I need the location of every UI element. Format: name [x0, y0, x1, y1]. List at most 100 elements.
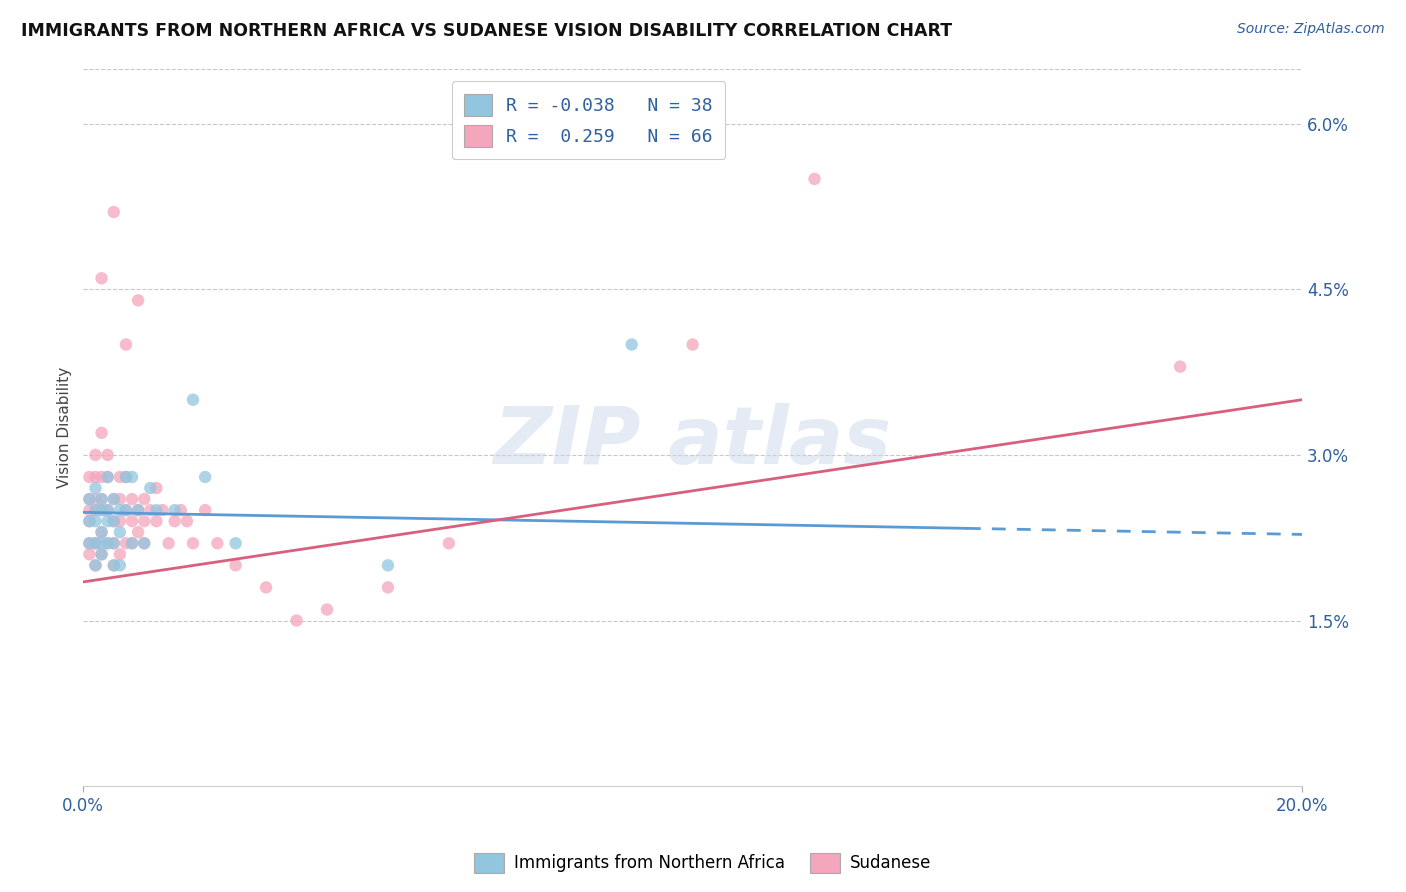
Point — [1168, 359, 1191, 374]
Point — [84, 492, 107, 507]
Text: IMMIGRANTS FROM NORTHERN AFRICA VS SUDANESE VISION DISABILITY CORRELATION CHART: IMMIGRANTS FROM NORTHERN AFRICA VS SUDAN… — [21, 22, 952, 40]
Point — [103, 558, 125, 573]
Point — [84, 514, 107, 528]
Point — [134, 492, 156, 507]
Point — [97, 536, 120, 550]
Point — [97, 470, 120, 484]
Point — [115, 536, 138, 550]
Point — [181, 392, 204, 407]
Point — [90, 547, 112, 561]
Point — [108, 470, 131, 484]
Point — [97, 514, 120, 528]
Point — [145, 514, 167, 528]
Point — [90, 547, 112, 561]
Point — [79, 536, 101, 550]
Point — [90, 536, 112, 550]
Point — [90, 492, 112, 507]
Point — [145, 503, 167, 517]
Point — [103, 514, 125, 528]
Point — [79, 492, 101, 507]
Legend: Immigrants from Northern Africa, Sudanese: Immigrants from Northern Africa, Sudanes… — [468, 847, 938, 880]
Point — [90, 470, 112, 484]
Point — [108, 503, 131, 517]
Point — [152, 503, 174, 517]
Point — [115, 337, 138, 351]
Point — [194, 503, 217, 517]
Point — [108, 525, 131, 540]
Point — [115, 503, 138, 517]
Point — [115, 470, 138, 484]
Point — [127, 503, 149, 517]
Point — [103, 536, 125, 550]
Point — [157, 536, 180, 550]
Point — [103, 558, 125, 573]
Point — [194, 470, 217, 484]
Point — [79, 547, 101, 561]
Point — [79, 514, 101, 528]
Point — [254, 581, 277, 595]
Point — [108, 547, 131, 561]
Point — [84, 481, 107, 495]
Point — [103, 514, 125, 528]
Point — [90, 271, 112, 285]
Point — [121, 536, 143, 550]
Point — [115, 470, 138, 484]
Point — [79, 470, 101, 484]
Point — [121, 536, 143, 550]
Point — [90, 492, 112, 507]
Point — [84, 558, 107, 573]
Point — [84, 503, 107, 517]
Y-axis label: Vision Disability: Vision Disability — [58, 367, 72, 488]
Point — [84, 558, 107, 573]
Point — [84, 470, 107, 484]
Point — [285, 614, 308, 628]
Point — [103, 536, 125, 550]
Point — [103, 492, 125, 507]
Point — [90, 425, 112, 440]
Point — [84, 536, 107, 550]
Point — [145, 481, 167, 495]
Point — [108, 558, 131, 573]
Point — [97, 503, 120, 517]
Point — [84, 503, 107, 517]
Point — [108, 492, 131, 507]
Point — [682, 337, 704, 351]
Point — [79, 536, 101, 550]
Point — [84, 536, 107, 550]
Point — [127, 525, 149, 540]
Point — [97, 536, 120, 550]
Point — [97, 503, 120, 517]
Point — [139, 481, 162, 495]
Point — [163, 503, 186, 517]
Point — [103, 492, 125, 507]
Point — [115, 503, 138, 517]
Point — [620, 337, 643, 351]
Point — [103, 205, 125, 219]
Point — [90, 503, 112, 517]
Point — [134, 514, 156, 528]
Point — [207, 536, 229, 550]
Text: ZIP atlas: ZIP atlas — [494, 402, 891, 481]
Point — [134, 536, 156, 550]
Point — [90, 525, 112, 540]
Point — [90, 503, 112, 517]
Legend: R = -0.038   N = 38, R =  0.259   N = 66: R = -0.038 N = 38, R = 0.259 N = 66 — [451, 81, 725, 160]
Point — [84, 448, 107, 462]
Point — [121, 470, 143, 484]
Point — [121, 492, 143, 507]
Point — [225, 558, 247, 573]
Point — [108, 514, 131, 528]
Point — [90, 525, 112, 540]
Point — [79, 503, 101, 517]
Point — [134, 536, 156, 550]
Point — [121, 514, 143, 528]
Point — [377, 581, 399, 595]
Point — [163, 514, 186, 528]
Point — [79, 514, 101, 528]
Point — [84, 536, 107, 550]
Point — [97, 448, 120, 462]
Point — [127, 503, 149, 517]
Point — [803, 172, 825, 186]
Point — [97, 470, 120, 484]
Point — [316, 602, 339, 616]
